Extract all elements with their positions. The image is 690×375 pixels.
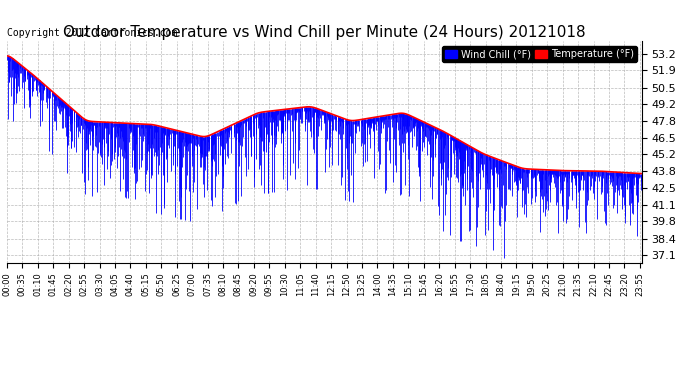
Text: Copyright 2012 Cartronics.com: Copyright 2012 Cartronics.com	[7, 28, 177, 38]
Title: Outdoor Temperature vs Wind Chill per Minute (24 Hours) 20121018: Outdoor Temperature vs Wind Chill per Mi…	[63, 25, 586, 40]
Legend: Wind Chill (°F), Temperature (°F): Wind Chill (°F), Temperature (°F)	[442, 46, 637, 62]
